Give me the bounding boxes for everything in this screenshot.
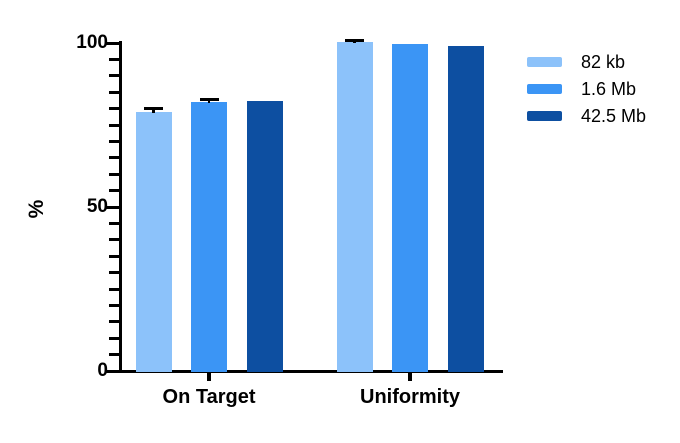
y-minor-tick (109, 189, 120, 193)
bar-on-target-82-kb (135, 112, 172, 372)
error-bar-cap (199, 98, 219, 102)
y-major-tick (105, 369, 120, 373)
error-bar-stem (207, 99, 211, 104)
y-minor-tick (109, 139, 120, 143)
legend-swatch-82kb (527, 57, 562, 67)
y-minor-tick (109, 320, 120, 324)
legend-label-1-6mb: 1.6 Mb (581, 79, 637, 99)
legend: 82 kb 1.6 Mb 42.5 Mb (527, 52, 646, 133)
bar-on-target-1-6-Mb (191, 102, 227, 372)
y-minor-tick (109, 57, 120, 61)
y-minor-tick (109, 303, 120, 307)
y-minor-tick (109, 74, 120, 78)
y-minor-tick (109, 90, 120, 94)
y-minor-tick (109, 156, 120, 160)
y-minor-tick (109, 172, 120, 176)
legend-item-1-6mb: 1.6 Mb (527, 79, 646, 99)
y-axis-line (119, 41, 122, 373)
y-minor-tick (109, 107, 120, 111)
x-axis-line (117, 370, 503, 373)
y-minor-tick (109, 353, 120, 357)
bar-uniformity-1-6-Mb (392, 44, 428, 372)
y-tick-label-50: 50 (86, 196, 108, 217)
error-bar-cap (144, 106, 163, 110)
y-minor-tick (109, 271, 120, 275)
y-minor-tick (109, 336, 120, 340)
error-bar-cap (345, 39, 364, 43)
legend-swatch-1-6mb (527, 84, 562, 94)
category-label-on-target: On Target (162, 386, 256, 408)
y-tick-label-100: 100 (76, 32, 108, 53)
y-minor-tick (109, 238, 120, 242)
y-minor-tick (109, 254, 120, 258)
bar-uniformity-82-kb (336, 42, 373, 372)
x-category-tick (408, 372, 412, 381)
y-major-tick (105, 205, 120, 209)
bar-on-target-42-5-Mb (246, 101, 283, 372)
y-major-tick (105, 41, 120, 45)
legend-item-42-5mb: 42.5 Mb (527, 106, 646, 126)
y-minor-tick (109, 221, 120, 225)
legend-item-82kb: 82 kb (527, 52, 646, 72)
bar-uniformity-42-5-Mb (447, 46, 484, 372)
y-minor-tick (109, 287, 120, 291)
y-tick-label-0: 0 (97, 360, 108, 381)
legend-label-42-5mb: 42.5 Mb (581, 106, 647, 126)
y-minor-tick (109, 123, 120, 127)
category-label-uniformity: Uniformity (360, 386, 460, 408)
x-category-tick (207, 372, 211, 381)
error-bar-stem (152, 108, 155, 114)
legend-label-82kb: 82 kb (581, 52, 626, 72)
legend-swatch-42-5mb (527, 111, 562, 121)
